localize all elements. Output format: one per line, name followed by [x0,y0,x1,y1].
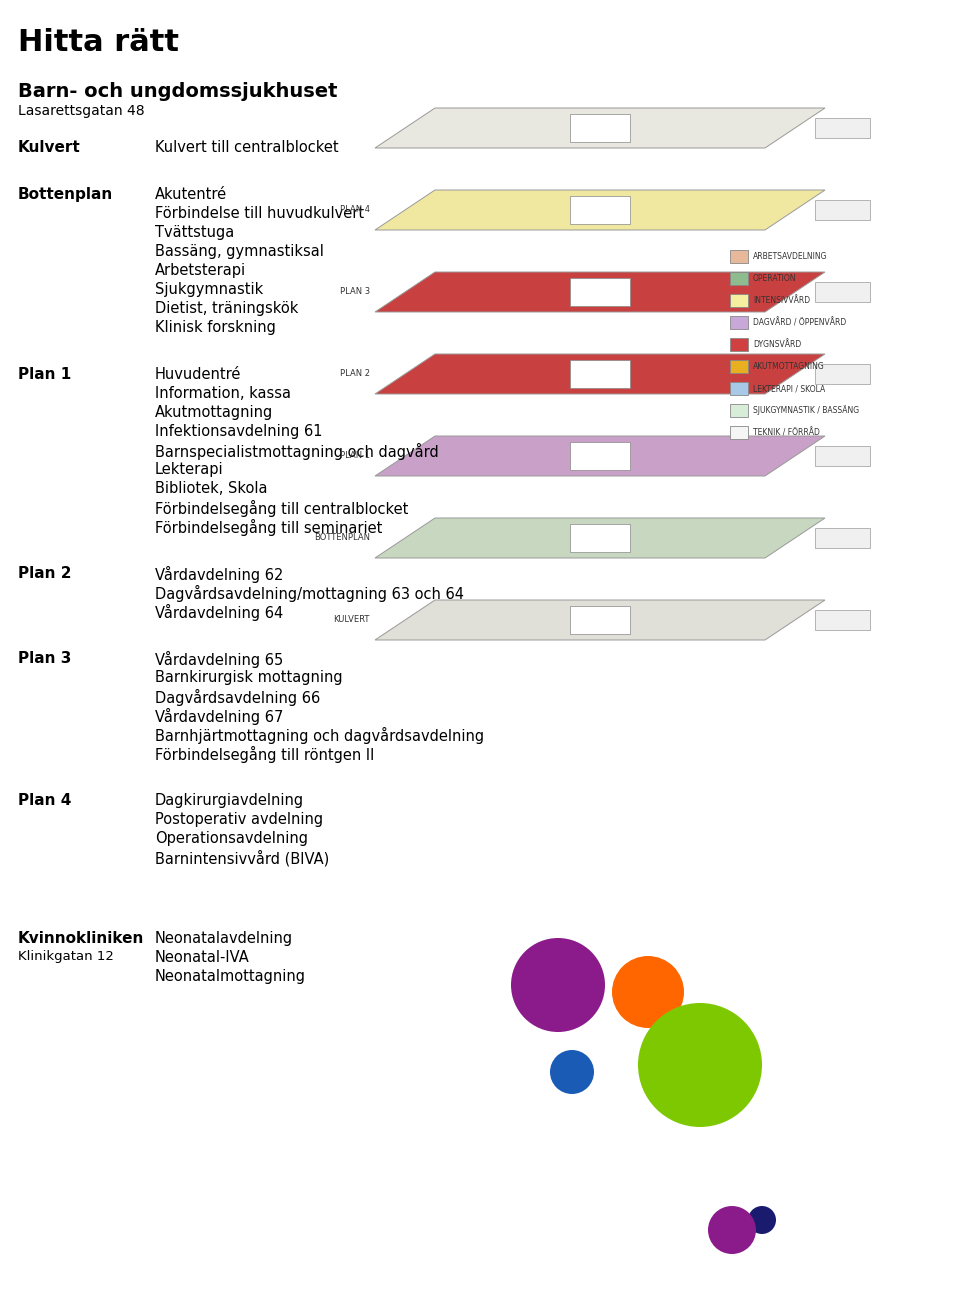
Text: PLAN 2: PLAN 2 [340,370,370,379]
Text: Förbindelsegång till centralblocket: Förbindelsegång till centralblocket [155,500,408,517]
Polygon shape [815,283,870,302]
Polygon shape [815,365,870,384]
Text: PLAN 4: PLAN 4 [340,206,370,215]
Polygon shape [375,108,825,148]
Text: Postoperativ avdelning: Postoperativ avdelning [155,812,324,827]
Text: Vårdavdelning 67: Vårdavdelning 67 [155,708,283,725]
Polygon shape [815,611,870,630]
Bar [730,272,748,285]
Text: INTENSIVVÅRD: INTENSIVVÅRD [753,296,810,305]
Text: Klinisk forskning: Klinisk forskning [155,320,276,335]
Text: OPERATION: OPERATION [753,273,797,283]
Polygon shape [815,447,870,466]
Text: Neonatalmottagning: Neonatalmottagning [155,969,306,984]
Bar [730,404,748,417]
Circle shape [638,1003,762,1128]
Text: DYGNSVÅRD: DYGNSVÅRD [753,340,802,349]
Polygon shape [570,359,630,388]
Text: Neonatalavdelning: Neonatalavdelning [155,931,293,947]
Text: Barnintensivvård (BIVA): Barnintensivvård (BIVA) [155,850,329,867]
Text: Hitta rätt: Hitta rätt [18,29,179,57]
Text: Operationsavdelning: Operationsavdelning [155,831,308,846]
Text: Vårdavdelning 64: Vårdavdelning 64 [155,604,283,621]
Bar [730,381,748,395]
Polygon shape [570,605,630,634]
Text: BOTTENPLAN: BOTTENPLAN [314,534,370,543]
Bar [730,294,748,307]
Text: Bassäng, gymnastiksal: Bassäng, gymnastiksal [155,243,324,259]
Polygon shape [570,441,630,470]
Text: AKUTMOTTAGNING: AKUTMOTTAGNING [753,362,825,371]
Text: ARBETSAVDELNING: ARBETSAVDELNING [753,253,828,260]
Text: Lekterapi: Lekterapi [155,462,224,477]
Text: PLAN 1: PLAN 1 [340,452,370,461]
Bar [730,339,748,352]
Text: Förbindelsegång till seminariet: Förbindelsegång till seminariet [155,519,382,536]
Polygon shape [815,201,870,220]
Text: Bibliotek, Skola: Bibliotek, Skola [155,480,268,496]
Text: PLAN 3: PLAN 3 [340,288,370,297]
Text: Dagkirurgiavdelning: Dagkirurgiavdelning [155,793,304,809]
Text: Barn- och ungdomssjukhuset: Barn- och ungdomssjukhuset [18,82,338,102]
Polygon shape [375,436,825,477]
Circle shape [511,937,605,1032]
Polygon shape [570,523,630,552]
Text: Neonatal-IVA: Neonatal-IVA [155,950,250,965]
Polygon shape [375,190,825,230]
Text: Dagvårdsavdelning 66: Dagvårdsavdelning 66 [155,689,321,706]
Text: Barnhjärtmottagning och dagvårdsavdelning: Barnhjärtmottagning och dagvårdsavdelnin… [155,727,484,743]
Text: Klinikgatan 12: Klinikgatan 12 [18,950,114,963]
Circle shape [612,956,684,1029]
Polygon shape [570,115,630,142]
Polygon shape [375,272,825,312]
Text: KULVERT: KULVERT [334,616,370,625]
Polygon shape [375,600,825,641]
Text: Plan 3: Plan 3 [18,651,71,667]
Bar [730,250,748,263]
Circle shape [708,1206,756,1254]
Text: Kvinnokliniken: Kvinnokliniken [18,931,144,947]
Text: TEKNIK / FÖRRÅD: TEKNIK / FÖRRÅD [753,428,820,437]
Polygon shape [570,279,630,306]
Bar [730,359,748,372]
Text: Bottenplan: Bottenplan [18,187,113,202]
Bar [730,426,748,439]
Text: Dietist, träningskök: Dietist, träningskök [155,301,299,316]
Text: Tvättstuga: Tvättstuga [155,225,234,240]
Polygon shape [815,529,870,548]
Text: Barnkirurgisk mottagning: Barnkirurgisk mottagning [155,671,343,685]
Circle shape [748,1206,776,1234]
Text: Plan 1: Plan 1 [18,367,71,381]
Text: Akutentré: Akutentré [155,187,228,202]
Text: Sjukgymnastik: Sjukgymnastik [155,283,263,297]
Polygon shape [815,118,870,138]
Text: Förbindelse till huvudkulvert: Förbindelse till huvudkulvert [155,206,364,221]
Text: Plan 2: Plan 2 [18,566,71,581]
Text: Förbindelsegång till röntgen II: Förbindelsegång till röntgen II [155,746,374,763]
Text: Plan 4: Plan 4 [18,793,71,809]
Polygon shape [375,518,825,559]
Text: Lasarettsgatan 48: Lasarettsgatan 48 [18,104,145,118]
Text: Information, kassa: Information, kassa [155,385,291,401]
Text: Huvudentré: Huvudentré [155,367,241,381]
Polygon shape [375,354,825,395]
Text: Vårdavdelning 65: Vårdavdelning 65 [155,651,283,668]
Text: Akutmottagning: Akutmottagning [155,405,274,421]
Text: Vårdavdelning 62: Vårdavdelning 62 [155,566,283,583]
Text: Arbetsterapi: Arbetsterapi [155,263,246,279]
Text: Dagvårdsavdelning/mottagning 63 och 64: Dagvårdsavdelning/mottagning 63 och 64 [155,585,464,602]
Text: Kulvert: Kulvert [18,141,81,155]
Text: DAGVÅRD / ÖPPENVÅRD: DAGVÅRD / ÖPPENVÅRD [753,318,847,327]
Text: Kulvert till centralblocket: Kulvert till centralblocket [155,141,339,155]
Text: LEKTERAPI / SKOLA: LEKTERAPI / SKOLA [753,384,826,393]
Text: SJUKGYMNASTIK / BASSÄNG: SJUKGYMNASTIK / BASSÄNG [753,405,859,415]
Text: Infektionsavdelning 61: Infektionsavdelning 61 [155,424,323,439]
Circle shape [550,1049,594,1094]
Text: Barnspecialistmottagning och dagvård: Barnspecialistmottagning och dagvård [155,443,439,460]
Bar [730,316,748,329]
Polygon shape [570,197,630,224]
